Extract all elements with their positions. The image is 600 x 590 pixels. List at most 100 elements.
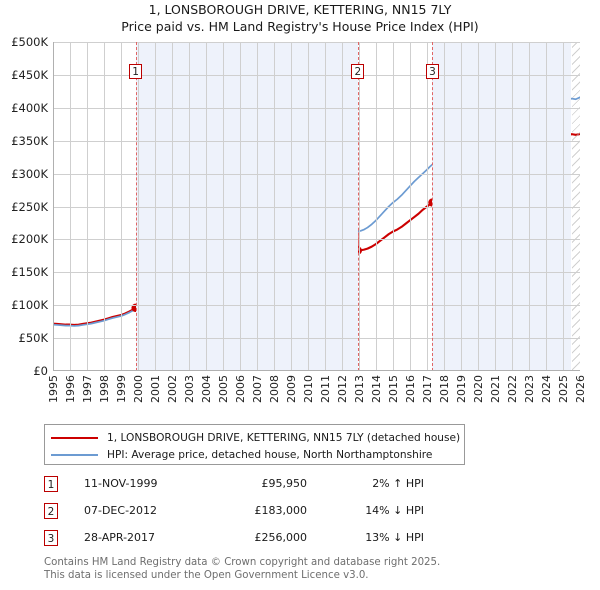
gridline-vertical: [444, 42, 445, 371]
transaction-index-badge: 3: [44, 530, 58, 546]
y-axis-tick-label: £0: [33, 364, 48, 378]
gridline-vertical: [546, 42, 547, 371]
gridline-vertical: [155, 42, 156, 371]
x-axis-tick-label: 2018: [438, 375, 451, 403]
chart-plot-area: [53, 42, 580, 371]
y-axis-tick-label: £450K: [11, 67, 48, 82]
x-axis-tick-label: 2008: [268, 375, 281, 403]
title-subtitle: Price paid vs. HM Land Registry's House …: [121, 19, 479, 34]
chart-marker-box-2[interactable]: 2: [351, 64, 365, 80]
x-axis-tick-label: 2007: [251, 375, 264, 403]
x-axis-tick-label: 2015: [387, 375, 400, 403]
x-axis-tick-label: 1996: [64, 375, 77, 403]
transaction-index-badge: 2: [44, 503, 58, 519]
gridline-vertical: [376, 42, 377, 371]
gridline-horizontal: [53, 207, 580, 208]
gridline-vertical: [529, 42, 530, 371]
x-axis-tick-label: 2024: [540, 375, 553, 403]
transaction-row[interactable]: 3 28-APR-2017 £256,000 13% ↓ HPI: [44, 528, 474, 555]
legend-swatch-hpi: [51, 453, 98, 456]
transaction-hpi-delta: 13% ↓ HPI: [365, 531, 424, 544]
transactions-table: 1 11-NOV-1999 £95,950 2% ↑ HPI 2 07-DEC-2012 £…: [44, 474, 474, 555]
legend-swatch-price-paid: [51, 436, 98, 439]
x-axis-tick-label: 2012: [336, 375, 349, 403]
gridline-vertical: [478, 42, 479, 371]
chart-marker-box-3[interactable]: 3: [425, 64, 439, 80]
y-axis-tick-label: £150K: [11, 265, 48, 280]
x-axis-tick-label: 2021: [489, 375, 502, 403]
gridline-vertical: [393, 42, 394, 371]
y-axis-tick-label: £100K: [11, 298, 48, 313]
y-axis-tick-label: £200K: [11, 232, 48, 247]
x-axis-tick-label: 2002: [166, 375, 179, 403]
gridline-vertical: [495, 42, 496, 371]
gridline-vertical: [427, 42, 428, 371]
gridline-vertical: [359, 42, 360, 371]
gridline-horizontal: [53, 75, 580, 76]
y-axis-tick-label: £300K: [11, 166, 48, 181]
x-axis-tick-label: 2009: [285, 375, 298, 403]
x-axis-tick-label: 2000: [132, 375, 145, 403]
marker-dashed-line-1: [135, 42, 137, 371]
transaction-row[interactable]: 2 07-DEC-2012 £183,000 14% ↓ HPI: [44, 501, 474, 528]
marker-dashed-line-3: [432, 42, 434, 371]
gridline-horizontal: [53, 174, 580, 175]
x-axis-tick-label: 2017: [421, 375, 434, 403]
transaction-date: 11-NOV-1999: [84, 477, 158, 490]
transaction-hpi-delta: 2% ↑ HPI: [372, 477, 424, 490]
legend-label-price-paid: 1, LONSBOROUGH DRIVE, KETTERING, NN15 7L…: [107, 431, 461, 444]
gridline-vertical: [325, 42, 326, 371]
x-axis-tick-label: 2025: [557, 375, 570, 403]
gridline-vertical: [291, 42, 292, 371]
gridline-vertical: [274, 42, 275, 371]
gridline-vertical: [87, 42, 88, 371]
x-axis-tick-label: 2011: [319, 375, 332, 403]
gridline-vertical: [104, 42, 105, 371]
x-axis-tick-label: 2020: [472, 375, 485, 403]
gridline-vertical: [223, 42, 224, 371]
gridline-vertical: [410, 42, 411, 371]
transaction-price: £256,000: [254, 531, 308, 544]
title-address: 1, LONSBOROUGH DRIVE, KETTERING, NN15 7L…: [148, 2, 452, 17]
gridline-horizontal: [53, 42, 580, 43]
chart-marker-box-1[interactable]: 1: [129, 64, 143, 80]
marker-dashed-line-2: [357, 42, 359, 371]
gridline-vertical: [189, 42, 190, 371]
x-axis-tick-label: 1999: [115, 375, 128, 403]
y-axis-labels: £0 £50K £100K £150K £200K £250K £300K £350K £400…: [0, 0, 53, 590]
gridline-vertical: [257, 42, 258, 371]
chart-canvas: [53, 42, 580, 371]
x-axis-tick-label: 1995: [47, 375, 60, 403]
transaction-price: £183,000: [254, 504, 308, 517]
gridline-horizontal: [53, 272, 580, 273]
gridline-horizontal: [53, 108, 580, 109]
gridline-horizontal: [53, 239, 580, 240]
x-axis-tick-label: 2005: [217, 375, 230, 403]
legend-item-price-paid: 1, LONSBOROUGH DRIVE, KETTERING, NN15 7L…: [51, 429, 461, 446]
chart-legend: 1, LONSBOROUGH DRIVE, KETTERING, NN15 7L…: [44, 424, 465, 465]
transaction-index-badge: 1: [44, 476, 58, 492]
gridline-horizontal: [53, 141, 580, 142]
y-axis-tick-label: £350K: [11, 133, 48, 148]
gridline-horizontal: [53, 305, 580, 306]
y-axis-tick-label: £500K: [11, 35, 48, 49]
transaction-date: 28-APR-2017: [84, 531, 156, 544]
transaction-hpi-delta: 14% ↓ HPI: [365, 504, 424, 517]
transaction-row[interactable]: 1 11-NOV-1999 £95,950 2% ↑ HPI: [44, 474, 474, 501]
gridline-vertical: [70, 42, 71, 371]
x-axis-tick-label: 2004: [200, 375, 213, 403]
gridline-vertical: [308, 42, 309, 371]
x-axis-tick-label: 2019: [455, 375, 468, 403]
x-axis-tick-label: 2010: [302, 375, 315, 403]
future-projection-band: [571, 42, 580, 371]
gridline-vertical: [342, 42, 343, 371]
x-axis-tick-label: 2014: [370, 375, 383, 403]
gridline-vertical: [563, 42, 564, 371]
footer-attribution: Contains HM Land Registry data © Crown c…: [44, 557, 584, 582]
page-title: 1, LONSBOROUGH DRIVE, KETTERING, NN15 7L…: [0, 2, 600, 35]
legend-label-hpi: HPI: Average price, detached house, Nort…: [107, 448, 433, 461]
legend-item-hpi: HPI: Average price, detached house, Nort…: [51, 446, 458, 463]
gridline-vertical: [240, 42, 241, 371]
y-axis-tick-label: £50K: [18, 331, 49, 346]
